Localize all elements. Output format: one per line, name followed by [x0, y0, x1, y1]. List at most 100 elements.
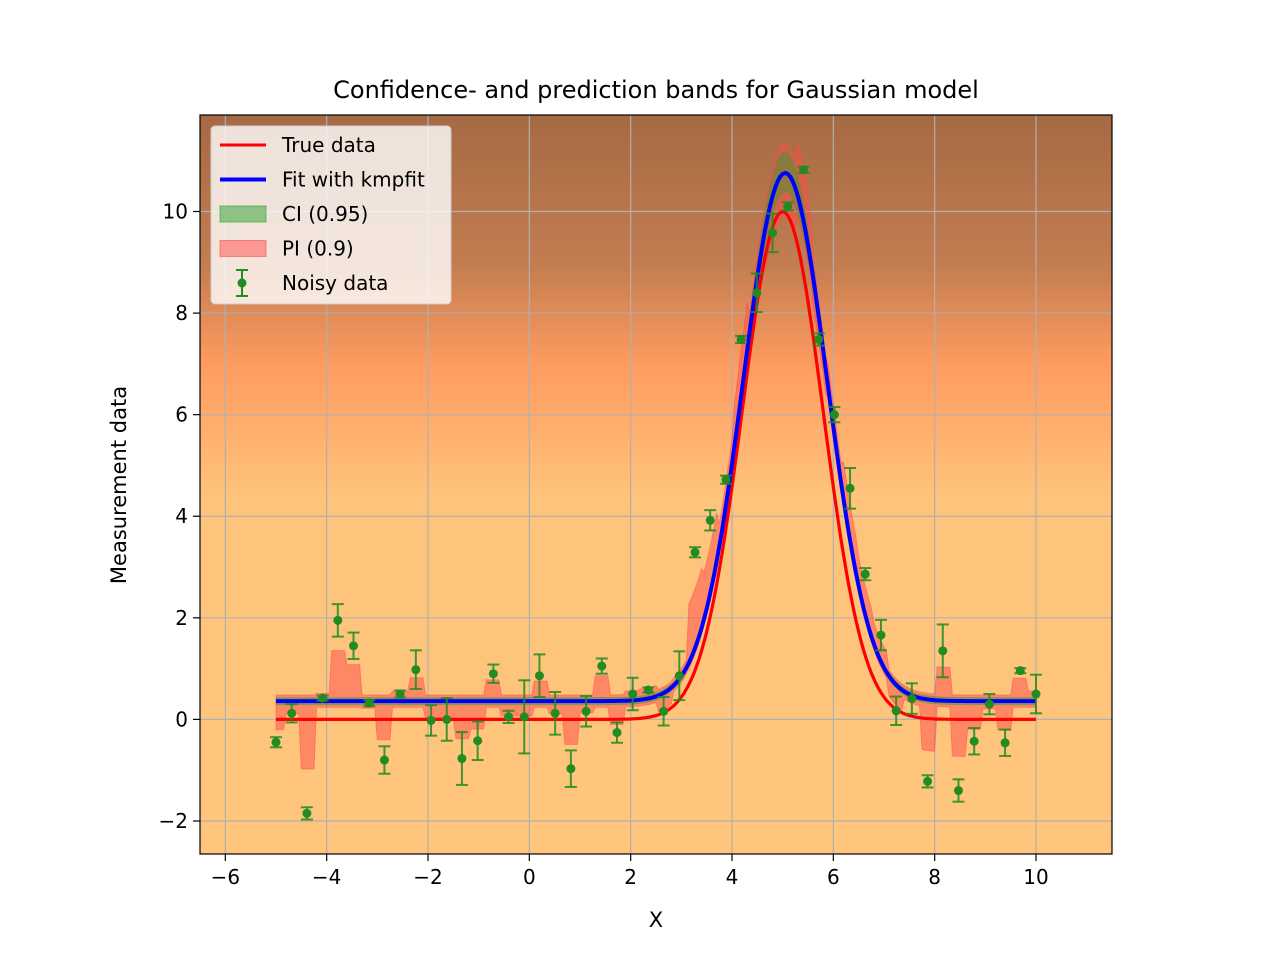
data-marker	[488, 669, 498, 679]
data-marker	[783, 201, 793, 211]
data-marker	[318, 693, 328, 703]
legend-marker	[237, 278, 247, 288]
y-tick-label: −2	[159, 809, 188, 833]
noisy-data-point	[968, 727, 981, 756]
chart-title: Confidence- and prediction bands for Gau…	[333, 76, 979, 104]
noisy-data-point	[689, 546, 702, 559]
x-tick-label: 10	[1023, 865, 1048, 889]
data-marker	[379, 755, 389, 765]
data-marker	[333, 615, 343, 625]
noisy-data-point	[394, 689, 407, 699]
legend-entry: Fit with kmpfit	[220, 168, 425, 192]
noisy-data-point	[425, 704, 438, 737]
legend-patch-swatch	[219, 205, 267, 223]
noisy-data-point	[378, 745, 391, 775]
noisy-data-point	[657, 696, 670, 727]
x-axis-label: X	[649, 908, 663, 932]
data-marker	[876, 630, 886, 640]
data-marker	[690, 547, 700, 557]
noisy-data-point	[316, 693, 329, 703]
true-data-line	[276, 209, 1036, 721]
data-marker	[752, 288, 762, 298]
data-marker	[1000, 738, 1010, 748]
data-marker	[519, 712, 529, 722]
y-axis-label: Measurement data	[107, 386, 131, 584]
noisy-data-point	[300, 806, 313, 821]
data-marker	[612, 728, 622, 738]
noisy-data-point	[704, 509, 717, 532]
noisy-data-point	[828, 406, 841, 424]
data-marker	[302, 808, 312, 818]
noisy-data-point	[874, 618, 887, 652]
noisy-data-point	[518, 679, 531, 755]
x-tick-label: 6	[827, 865, 840, 889]
noisy-data-point	[735, 334, 748, 345]
y-tick-label: 2	[175, 606, 188, 630]
data-marker	[953, 786, 963, 796]
noisy-data-point	[642, 685, 655, 695]
noisy-data-point	[626, 676, 639, 712]
noisy-data-point	[936, 623, 949, 679]
noisy-data-point	[983, 693, 996, 716]
noisy-data-point	[595, 657, 608, 675]
data-marker	[705, 515, 715, 525]
data-marker	[860, 569, 870, 579]
data-marker	[845, 483, 855, 493]
data-marker	[798, 165, 808, 175]
data-marker	[411, 665, 421, 675]
fit-line	[276, 170, 1036, 704]
legend-entry: CI (0.95)	[219, 202, 368, 226]
noisy-data-point	[580, 695, 593, 728]
x-tick-label: 8	[928, 865, 941, 889]
noisy-data-point	[409, 649, 422, 690]
y-tick-label: 6	[175, 403, 188, 427]
noisy-data-point	[952, 778, 965, 803]
data-marker	[628, 689, 638, 699]
noisy-data-point	[844, 466, 857, 510]
data-marker	[473, 736, 483, 746]
data-marker	[969, 736, 979, 746]
data-marker	[643, 685, 653, 695]
noisy-data-point	[905, 682, 918, 715]
legend-label: Noisy data	[282, 271, 388, 295]
data-marker	[581, 706, 591, 716]
data-marker	[721, 475, 731, 485]
y-tick-label: 4	[175, 504, 188, 528]
data-marker	[938, 646, 948, 656]
legend-label: Fit with kmpfit	[282, 168, 425, 192]
y-tick-label: 8	[175, 301, 188, 325]
noisy-data-point	[999, 728, 1012, 757]
data-marker	[923, 776, 933, 786]
x-tick-label: −6	[211, 865, 240, 889]
noisy-data-point	[564, 749, 577, 788]
data-marker	[395, 689, 405, 699]
noisy-data-point	[347, 631, 360, 660]
noisy-data-point	[331, 603, 344, 638]
noisy-data-point	[440, 697, 453, 742]
data-marker	[984, 699, 994, 709]
data-marker	[659, 706, 669, 716]
noisy-data-point	[673, 650, 686, 702]
noisy-data-point	[549, 690, 562, 736]
data-marker	[907, 694, 917, 704]
noisy-data-point	[781, 201, 794, 212]
noisy-data-point	[610, 721, 623, 744]
legend-label: CI (0.95)	[282, 202, 368, 226]
noisy-data-point	[1014, 666, 1027, 676]
data-marker	[891, 706, 901, 716]
noisy-data-point	[471, 720, 484, 762]
legend-patch-swatch	[219, 240, 267, 257]
legend-label: True data	[281, 133, 376, 157]
data-marker	[271, 737, 281, 747]
data-marker	[534, 671, 544, 681]
noisy-data-point	[921, 774, 934, 789]
noisy-data-point	[797, 165, 810, 175]
noisy-data-point	[859, 567, 872, 582]
legend-box	[210, 125, 452, 305]
y-tick-label: 0	[175, 707, 188, 731]
x-tick-label: 4	[726, 865, 739, 889]
noisy-data-point	[719, 474, 732, 485]
noisy-data-point	[455, 731, 468, 786]
noisy-data-point	[487, 663, 500, 684]
plot-frame	[199, 114, 1113, 855]
